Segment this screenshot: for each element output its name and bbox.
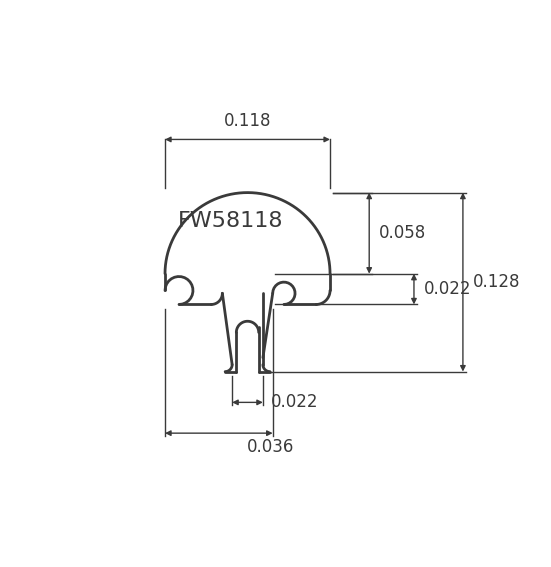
Text: 0.058: 0.058 <box>379 224 426 242</box>
Text: 0.022: 0.022 <box>424 280 471 298</box>
Text: 0.128: 0.128 <box>473 273 520 291</box>
Text: 0.022: 0.022 <box>271 393 319 412</box>
Text: 0.036: 0.036 <box>247 438 294 456</box>
Text: FW58118: FW58118 <box>178 210 284 231</box>
Text: 0.118: 0.118 <box>224 112 271 130</box>
